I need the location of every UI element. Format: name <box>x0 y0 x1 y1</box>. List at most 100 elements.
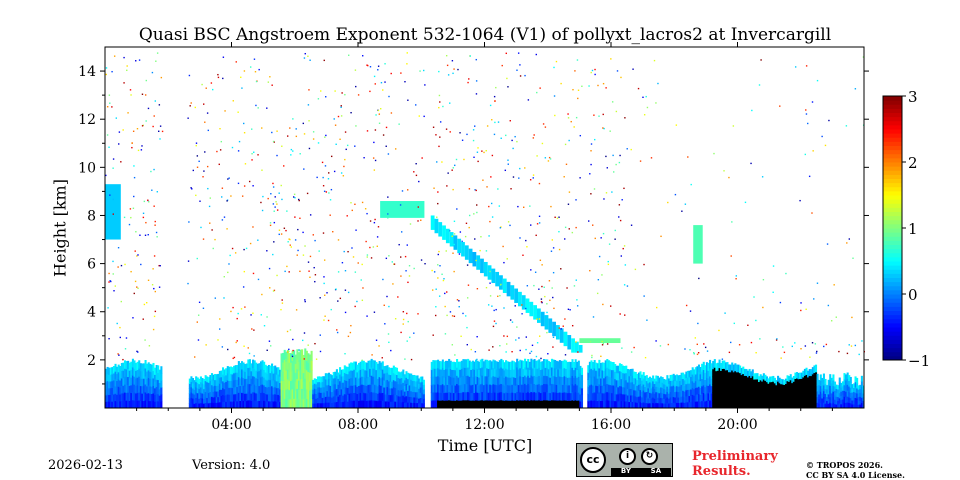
heatmap-cell <box>728 378 731 387</box>
noise-point <box>122 358 124 361</box>
heatmap-cell <box>544 399 547 409</box>
heatmap-cell <box>735 386 738 395</box>
heatmap-cell <box>796 396 799 403</box>
noise-point <box>226 228 228 230</box>
heatmap-cell <box>489 376 492 385</box>
heatmap-cell <box>294 354 297 364</box>
noise-point <box>560 268 562 270</box>
heatmap-cell <box>237 376 240 386</box>
heatmap-cell <box>215 374 218 381</box>
noise-point <box>271 84 273 86</box>
heatmap-cell <box>751 382 754 390</box>
heatmap-cell <box>715 378 718 387</box>
heatmap-cell <box>814 386 818 395</box>
heatmap-cell <box>617 386 620 395</box>
noise-point <box>472 129 475 131</box>
noise-point <box>542 123 545 125</box>
heatmap-cell <box>525 361 528 370</box>
heatmap-cell <box>389 381 392 389</box>
noise-point <box>126 69 128 72</box>
heatmap-cell <box>239 385 242 394</box>
heatmap-cell <box>304 348 307 359</box>
heatmap-cell <box>694 387 697 395</box>
heatmap-cell <box>397 377 400 385</box>
heatmap-cell <box>761 375 764 382</box>
noise-point <box>540 298 543 300</box>
heatmap-cell <box>391 381 394 389</box>
noise-point <box>253 151 255 153</box>
heatmap-cell <box>345 380 348 388</box>
heatmap-cell <box>618 400 621 409</box>
heatmap-field <box>105 52 865 409</box>
heatmap-cell <box>732 393 735 402</box>
heatmap-cell <box>796 378 799 385</box>
heatmap-cell <box>448 383 451 393</box>
noise-point <box>112 260 114 263</box>
heatmap-cell <box>663 398 666 404</box>
noise-point <box>732 125 735 127</box>
heatmap-cell <box>463 399 467 409</box>
heatmap-cell <box>468 400 471 409</box>
noise-point <box>194 106 196 109</box>
noise-point <box>394 148 397 150</box>
heatmap-cell <box>310 369 313 380</box>
colorbar-segment <box>883 306 902 311</box>
noise-point <box>591 356 593 359</box>
heatmap-cell <box>130 369 133 378</box>
heatmap-cell <box>588 377 591 386</box>
noise-point <box>266 349 268 352</box>
heatmap-cell <box>376 371 380 379</box>
heatmap-cell <box>395 381 399 389</box>
heatmap-cell <box>598 359 601 369</box>
heatmap-cell <box>435 400 438 409</box>
heatmap-cell <box>468 392 471 401</box>
noise-point <box>490 202 493 205</box>
noise-point <box>477 147 479 149</box>
noise-point <box>273 289 276 292</box>
heatmap-cell <box>446 376 449 385</box>
noise-point <box>623 187 625 190</box>
noise-point <box>381 357 383 359</box>
cc-license-badge[interactable]: cc i ↻ BY SA <box>576 443 673 477</box>
heatmap-cell <box>565 384 568 393</box>
heatmap-cell <box>634 389 637 397</box>
noise-point <box>142 216 145 219</box>
heatmap-cell <box>467 358 470 368</box>
noise-point <box>421 157 423 159</box>
heatmap-cell <box>280 353 283 363</box>
heatmap-cell <box>552 367 555 377</box>
heatmap-cell <box>724 362 727 371</box>
noise-point <box>408 265 411 267</box>
heatmap-cell <box>520 392 523 401</box>
heatmap-cell <box>666 391 669 398</box>
noise-point <box>721 358 724 360</box>
heatmap-cell <box>525 384 528 393</box>
noise-point <box>468 214 471 217</box>
heatmap-cell <box>663 383 666 390</box>
noise-point <box>433 271 436 273</box>
heatmap-cell <box>326 396 329 403</box>
heatmap-cell <box>353 400 356 409</box>
heatmap-cell <box>411 391 414 398</box>
heatmap-cell <box>606 391 609 401</box>
heatmap-cell <box>316 386 319 393</box>
noise-point <box>519 167 521 170</box>
noise-point <box>576 305 579 307</box>
noise-point <box>329 199 332 201</box>
heatmap-cell <box>577 384 580 393</box>
noise-point <box>398 243 400 246</box>
colorbar-segment <box>883 294 902 299</box>
noise-point <box>295 135 298 138</box>
heatmap-cell <box>459 361 462 370</box>
heatmap-cell <box>351 362 354 371</box>
heatmap-cell <box>587 386 590 395</box>
heatmap-cell <box>859 396 862 401</box>
heatmap-cell <box>718 367 721 377</box>
heatmap-cell <box>661 382 664 388</box>
heatmap-cell <box>639 383 642 391</box>
heatmap-cell <box>786 397 789 404</box>
heatmap-cell <box>737 386 740 395</box>
heatmap-cell <box>111 401 114 409</box>
heatmap-cell <box>683 396 686 403</box>
noise-point <box>602 127 604 129</box>
